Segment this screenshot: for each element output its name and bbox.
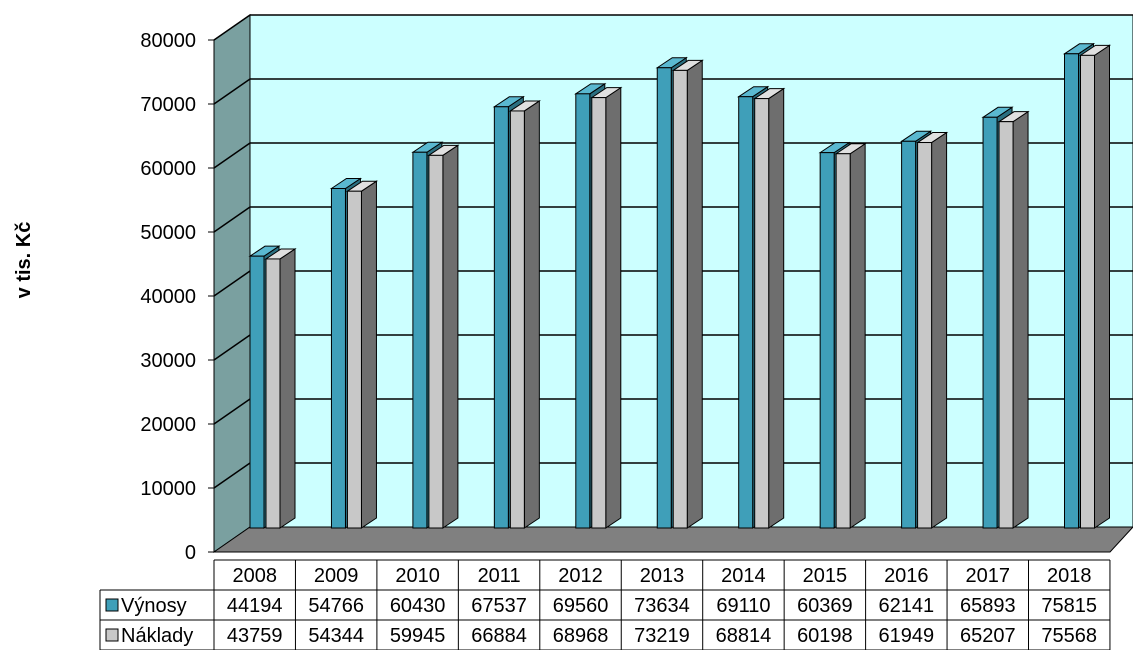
bar-naklady-2009 bbox=[345, 180, 379, 529]
bar-naklady-2017 bbox=[997, 110, 1030, 529]
table-cell-value: 60198 bbox=[797, 625, 853, 647]
table-cell-value: 65893 bbox=[960, 595, 1016, 617]
y-tick-label: 0 bbox=[185, 542, 196, 564]
legend-swatch bbox=[105, 628, 119, 642]
bar-naklady-2008 bbox=[264, 248, 297, 529]
data-table: 2008 2009 2010 2011 2012 2013 2014 2015 2016 2017… bbox=[99, 559, 1111, 650]
table-cell-value: 65207 bbox=[960, 625, 1016, 647]
table-header-year: 2010 bbox=[395, 565, 440, 587]
bar-naklady-2013 bbox=[671, 59, 704, 529]
y-axis-label: v tis. Kč bbox=[13, 222, 35, 299]
y-tick-label: 60000 bbox=[140, 158, 196, 180]
y-axis-ticks: 0 10000 20000 30000 40000 50000 60000 70000 8000… bbox=[140, 30, 214, 564]
y-tick-label: 10000 bbox=[140, 478, 196, 500]
bar-naklady-2016 bbox=[915, 131, 949, 529]
table-cell-value: 75568 bbox=[1041, 625, 1097, 647]
table-cell-value: 44194 bbox=[227, 595, 283, 617]
table-header-year: 2013 bbox=[640, 565, 685, 587]
bar-naklady-2014 bbox=[753, 87, 786, 529]
table-header-year: 2008 bbox=[232, 565, 277, 587]
table-header-year: 2009 bbox=[314, 565, 359, 587]
table-header-year: 2012 bbox=[558, 565, 603, 587]
table-cell-value: 54344 bbox=[308, 625, 364, 647]
table-cell-value: 73634 bbox=[634, 595, 690, 617]
legend-swatch bbox=[105, 598, 119, 612]
table-cell-value: 69110 bbox=[716, 595, 770, 617]
table-header-year: 2014 bbox=[721, 565, 766, 587]
table-cell-value: 54766 bbox=[308, 595, 364, 617]
table-cell-value: 75815 bbox=[1041, 595, 1097, 617]
gridline bbox=[213, 78, 1133, 105]
table-cell-value: 59945 bbox=[390, 625, 446, 647]
table-cell-value: 68814 bbox=[716, 625, 772, 647]
table-cell-value: 66884 bbox=[471, 625, 527, 647]
table-cell-value: 62141 bbox=[879, 595, 935, 617]
table-cell-value: 73219 bbox=[634, 625, 690, 647]
table-header-year: 2016 bbox=[884, 565, 929, 587]
y-tick-label: 80000 bbox=[140, 30, 196, 52]
bar-naklady-2011 bbox=[508, 100, 542, 529]
table-header-year: 2015 bbox=[803, 565, 848, 587]
table-cell-value: 69560 bbox=[553, 595, 609, 617]
y-tick-label: 40000 bbox=[140, 286, 196, 308]
gridline bbox=[213, 14, 1133, 41]
y-tick-label: 70000 bbox=[140, 94, 196, 116]
bar-series bbox=[248, 42, 1112, 529]
bar-naklady-2012 bbox=[590, 86, 623, 529]
bar-naklady-2018 bbox=[1078, 44, 1112, 529]
table-cell-value: 60369 bbox=[797, 595, 853, 617]
legend-label: Výnosy bbox=[121, 595, 187, 617]
y-tick-label: 30000 bbox=[140, 350, 196, 372]
y-tick-label: 50000 bbox=[140, 222, 196, 244]
table-cell-value: 60430 bbox=[390, 595, 446, 617]
plot-floor bbox=[212, 526, 1133, 553]
table-header-year: 2018 bbox=[1047, 565, 1092, 587]
table-cell-value: 61949 bbox=[879, 625, 935, 647]
table-header-year: 2017 bbox=[966, 565, 1011, 587]
legend-label: Náklady bbox=[121, 625, 193, 647]
table-cell-value: 67537 bbox=[471, 595, 527, 617]
bar-naklady-2010 bbox=[427, 144, 460, 529]
y-tick-label: 20000 bbox=[140, 414, 196, 436]
table-cell-value: 68968 bbox=[553, 625, 609, 647]
bar-naklady-2015 bbox=[834, 142, 867, 529]
table-header-year: 2011 bbox=[478, 565, 521, 587]
table-cell-value: 43759 bbox=[227, 625, 283, 647]
